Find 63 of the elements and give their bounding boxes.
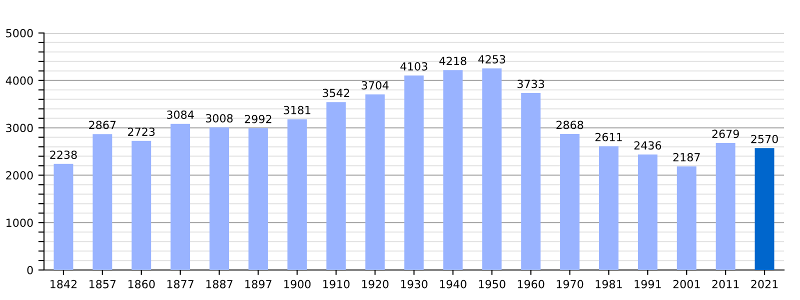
x-tick-label: 2001 — [673, 280, 700, 288]
bar — [287, 119, 307, 270]
x-tick-label: 2021 — [751, 280, 778, 288]
data-label: 2679 — [712, 130, 739, 138]
bar — [482, 68, 502, 270]
data-label: 2992 — [244, 114, 272, 124]
x-tick-label: 1970 — [556, 280, 584, 288]
x-tick-label: 1887 — [206, 280, 232, 288]
bar — [716, 143, 736, 270]
y-tick-label: 5000 — [6, 28, 33, 38]
bar — [170, 124, 190, 270]
data-label: 3008 — [206, 114, 233, 122]
data-label: 4218 — [439, 56, 466, 66]
x-tick-label: 1900 — [284, 280, 311, 288]
bar — [92, 134, 112, 270]
data-label: 3704 — [362, 81, 389, 90]
data-label: 2868 — [556, 120, 584, 130]
data-label: 3084 — [167, 110, 194, 119]
y-tick-label: 1000 — [6, 218, 33, 227]
bar — [754, 148, 774, 270]
bar — [443, 70, 463, 270]
x-tick-label: 1877 — [167, 280, 194, 288]
bar — [404, 76, 424, 270]
y-tick-label: 0 — [27, 266, 33, 274]
bar — [676, 166, 696, 270]
x-tick-label: 1991 — [634, 280, 661, 288]
data-label: 4253 — [478, 55, 506, 64]
bar — [365, 94, 385, 270]
x-tick-label: 1950 — [478, 280, 506, 288]
x-tick-label: 1857 — [90, 280, 116, 288]
bar — [521, 93, 541, 270]
x-tick-label: 1930 — [401, 280, 428, 288]
bar — [599, 146, 618, 270]
x-tick-label: 2011 — [712, 280, 739, 288]
data-label: 2570 — [751, 134, 778, 144]
y-tick-label: 2000 — [6, 171, 33, 180]
x-tick-label: 1860 — [128, 280, 155, 288]
data-label: 4103 — [400, 62, 428, 71]
x-tick-label: 1910 — [323, 280, 350, 288]
bar — [132, 140, 152, 270]
x-tick-label: 1940 — [440, 280, 466, 288]
bar — [326, 102, 346, 270]
x-tick-label: 1842 — [50, 280, 76, 288]
y-tick-label: 4000 — [6, 76, 33, 85]
x-tick-label: 1981 — [596, 280, 622, 288]
data-label: 2611 — [595, 132, 622, 142]
bar — [638, 154, 658, 270]
data-label: 2723 — [128, 128, 155, 136]
data-label: 2187 — [673, 153, 700, 162]
bar — [248, 128, 268, 270]
data-label: 2867 — [89, 120, 116, 130]
data-label: 2238 — [50, 150, 77, 159]
data-label: 3542 — [322, 88, 350, 98]
bar — [54, 164, 74, 270]
bar — [560, 134, 580, 270]
x-tick-label: 1960 — [518, 280, 544, 288]
data-label: 2436 — [634, 141, 662, 150]
bar — [210, 127, 229, 270]
x-tick-label: 1920 — [362, 280, 388, 288]
data-label: 3181 — [284, 106, 310, 114]
x-tick-label: 1897 — [245, 280, 272, 288]
data-label: 3733 — [518, 80, 544, 88]
y-tick-label: 3000 — [6, 124, 33, 132]
